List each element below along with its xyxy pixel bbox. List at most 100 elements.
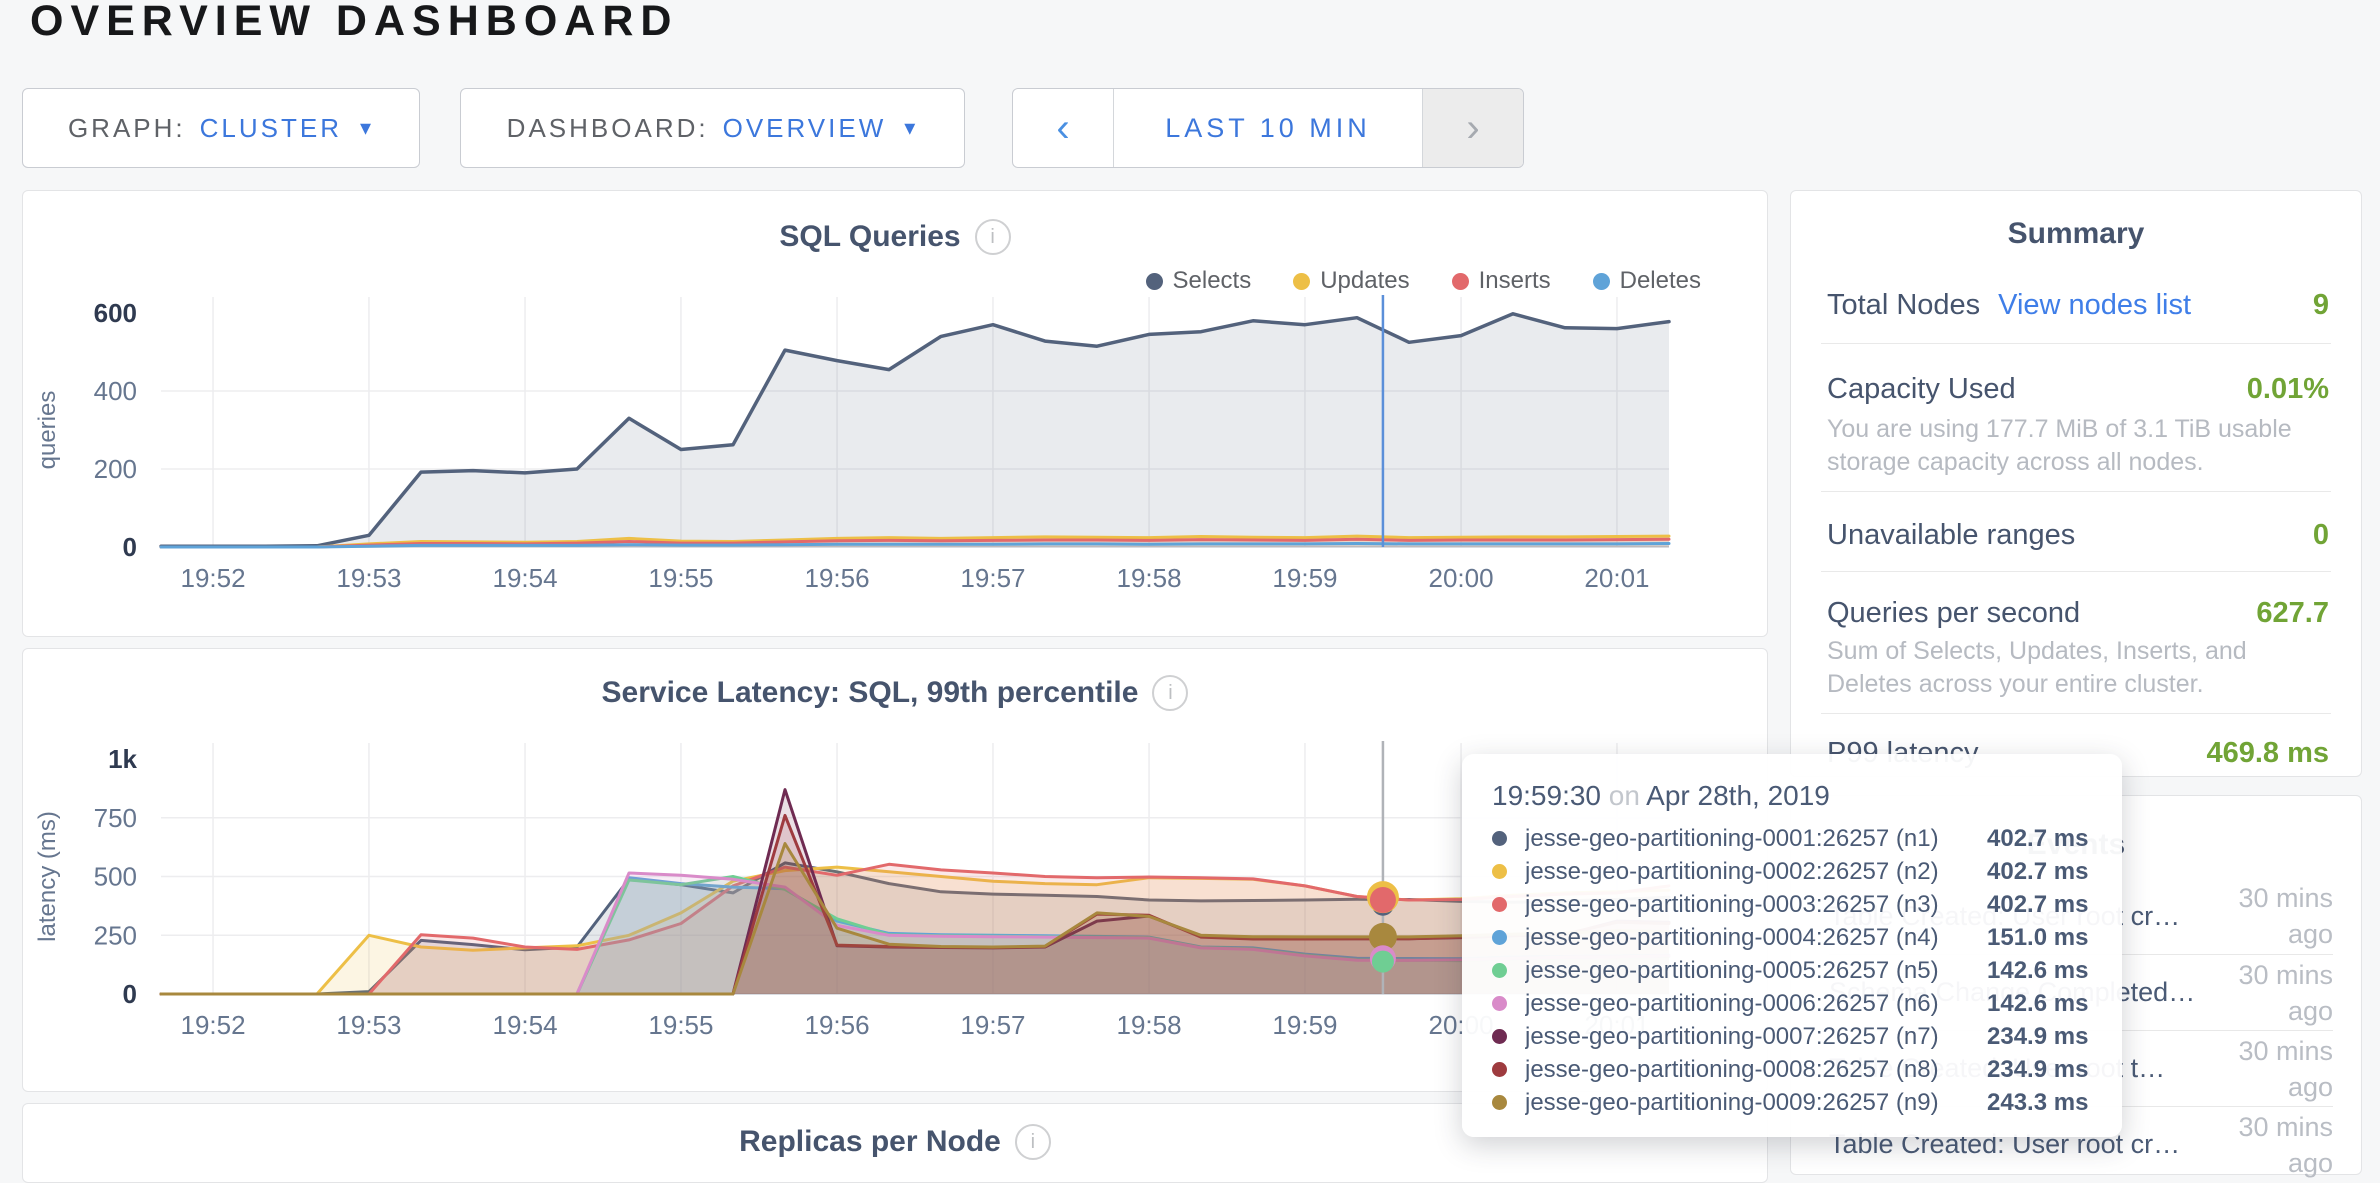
replicas-title: Replicas per Node [739,1125,1001,1158]
tooltip-timestamp: 19:59:30 on Apr 28th, 2019 [1492,780,1830,811]
svg-text:750: 750 [94,803,137,833]
divider [1821,491,2331,492]
capacity-subtext: You are using 177.7 MiB of 3.1 TiB usabl… [1827,415,2292,476]
time-range-value[interactable]: LAST 10 MIN [1113,89,1423,167]
event-time: 30 mins ago [2238,1035,2333,1102]
page-title: OVERVIEW DASHBOARD [30,0,679,45]
svg-text:0: 0 [123,979,137,1009]
legend-dot-icon [1451,272,1469,290]
legend-item[interactable]: Inserts [1451,267,1551,295]
legend-label: Inserts [1478,267,1551,294]
tooltip-row: jesse-geo-partitioning-0009:26257 (n9) 24… [1492,1086,2092,1119]
tooltip-row: jesse-geo-partitioning-0008:26257 (n8) 23… [1492,1053,2092,1086]
tooltip-row: jesse-geo-partitioning-0007:26257 (n7) 23… [1492,1020,2092,1053]
info-icon[interactable]: i [1152,675,1189,711]
tooltip-row: jesse-geo-partitioning-0002:26257 (n2) 40… [1492,855,2092,888]
divider [1821,343,2331,344]
dashboard-dropdown-label: DASHBOARD: [506,112,709,143]
sql-queries-title-row: SQL Queries i [23,219,1767,255]
service-latency-card: Service Latency: SQL, 99th percentile i … [22,648,1768,1092]
svg-text:19:58: 19:58 [1117,563,1182,593]
series-dot-icon [1492,864,1507,879]
replicas-title-row: Replicas per Node i [23,1124,1767,1160]
tooltip-node-value: 142.6 ms [1987,956,2089,984]
svg-text:19:55: 19:55 [648,563,713,593]
dashboard-dropdown-value: OVERVIEW [722,112,887,143]
tooltip-row: jesse-geo-partitioning-0001:26257 (n1) 40… [1492,822,2092,855]
tooltip-node-value: 402.7 ms [1987,824,2089,852]
graph-dropdown[interactable]: GRAPH: CLUSTER ▾ [22,88,420,168]
svg-text:1k: 1k [108,744,137,774]
series-dot-icon [1492,996,1507,1011]
svg-text:400: 400 [94,376,137,406]
svg-text:500: 500 [94,862,137,892]
svg-text:19:59: 19:59 [1272,1010,1337,1040]
legend-label: Updates [1320,267,1410,294]
unavailable-ranges-label: Unavailable ranges [1827,519,2076,551]
tooltip-node-value: 151.0 ms [1987,923,2089,951]
service-latency-title-row: Service Latency: SQL, 99th percentile i [23,675,1767,711]
svg-text:20:01: 20:01 [1584,563,1649,593]
summary-row-unavailable: Unavailable ranges 0 [1827,519,2329,552]
legend-label: Selects [1172,267,1252,294]
chart-hover-tooltip: 19:59:30 on Apr 28th, 2019 jesse-geo-par… [1462,754,2122,1137]
tooltip-node-name: jesse-geo-partitioning-0005:26257 (n5) [1525,956,1939,984]
tooltip-node-value: 402.7 ms [1987,890,2089,918]
tooltip-node-value: 243.3 ms [1987,1088,2089,1116]
total-nodes-value: 9 [2312,289,2329,321]
graph-dropdown-label: GRAPH: [67,112,186,143]
dashboard-dropdown[interactable]: DASHBOARD: OVERVIEW ▾ [460,88,965,168]
capacity-value: 0.01% [2246,373,2329,405]
divider [1821,571,2331,572]
tooltip-node-name: jesse-geo-partitioning-0002:26257 (n2) [1525,857,1939,885]
tooltip-rows: jesse-geo-partitioning-0001:26257 (n1) 40… [1492,822,2092,1119]
tooltip-node-value: 234.9 ms [1987,1022,2089,1050]
time-range-prev-button[interactable]: ‹ [1056,105,1070,150]
view-nodes-list-link[interactable]: View nodes list [1998,289,2192,321]
legend-item[interactable]: Updates [1293,267,1410,295]
qps-label: Queries per second [1827,597,2081,629]
divider [1821,713,2331,714]
legend-dot-icon [1592,272,1610,290]
tooltip-node-name: jesse-geo-partitioning-0001:26257 (n1) [1525,824,1939,852]
series-dot-icon [1492,897,1507,912]
svg-text:19:53: 19:53 [336,563,401,593]
time-range-next-button[interactable]: › [1423,89,1523,167]
tooltip-node-name: jesse-geo-partitioning-0009:26257 (n9) [1525,1088,1939,1116]
legend-item[interactable]: Selects [1145,267,1252,295]
svg-text:20:00: 20:00 [1429,563,1494,593]
tooltip-node-value: 142.6 ms [1987,989,2089,1017]
summary-heading: Summary [2007,217,2145,250]
sql-queries-chart[interactable]: 19:52 19:53 19:54 19:55 19:56 19:57 19:58 19:59… [23,191,1769,638]
svg-text:19:53: 19:53 [336,1010,401,1040]
svg-text:19:56: 19:56 [804,563,869,593]
svg-text:19:59: 19:59 [1272,563,1337,593]
svg-text:19:54: 19:54 [492,1010,557,1040]
series-dot-icon [1492,930,1507,945]
event-time: 30 mins ago [2238,959,2333,1026]
tooltip-row: jesse-geo-partitioning-0003:26257 (n3) 40… [1492,888,2092,921]
svg-text:19:54: 19:54 [492,563,557,593]
legend-label: Deletes [1619,267,1701,294]
svg-text:19:55: 19:55 [648,1010,713,1040]
capacity-label: Capacity Used [1827,373,2016,405]
unavailable-ranges-value: 0 [2312,519,2329,551]
event-time: 30 mins ago [2238,1111,2333,1178]
chevron-down-icon: ▾ [360,115,375,140]
info-icon[interactable]: i [1014,1124,1051,1160]
sql-queries-title: SQL Queries [779,220,961,253]
series-dot-icon [1492,1029,1507,1044]
svg-text:250: 250 [94,920,137,950]
info-icon[interactable]: i [974,219,1011,255]
service-latency-chart[interactable]: 19:52 19:53 19:54 19:55 19:56 19:57 19:58 19:59… [23,649,1769,1093]
tooltip-node-name: jesse-geo-partitioning-0006:26257 (n6) [1525,989,1939,1017]
svg-text:19:52: 19:52 [180,563,245,593]
svg-text:600: 600 [94,298,137,328]
tooltip-node-value: 402.7 ms [1987,857,2089,885]
tooltip-node-name: jesse-geo-partitioning-0008:26257 (n8) [1525,1055,1939,1083]
svg-text:queries: queries [34,391,61,470]
svg-text:0: 0 [123,532,137,562]
series-dot-icon [1492,1095,1507,1110]
series-dot-icon [1492,963,1507,978]
legend-item[interactable]: Deletes [1592,267,1701,295]
